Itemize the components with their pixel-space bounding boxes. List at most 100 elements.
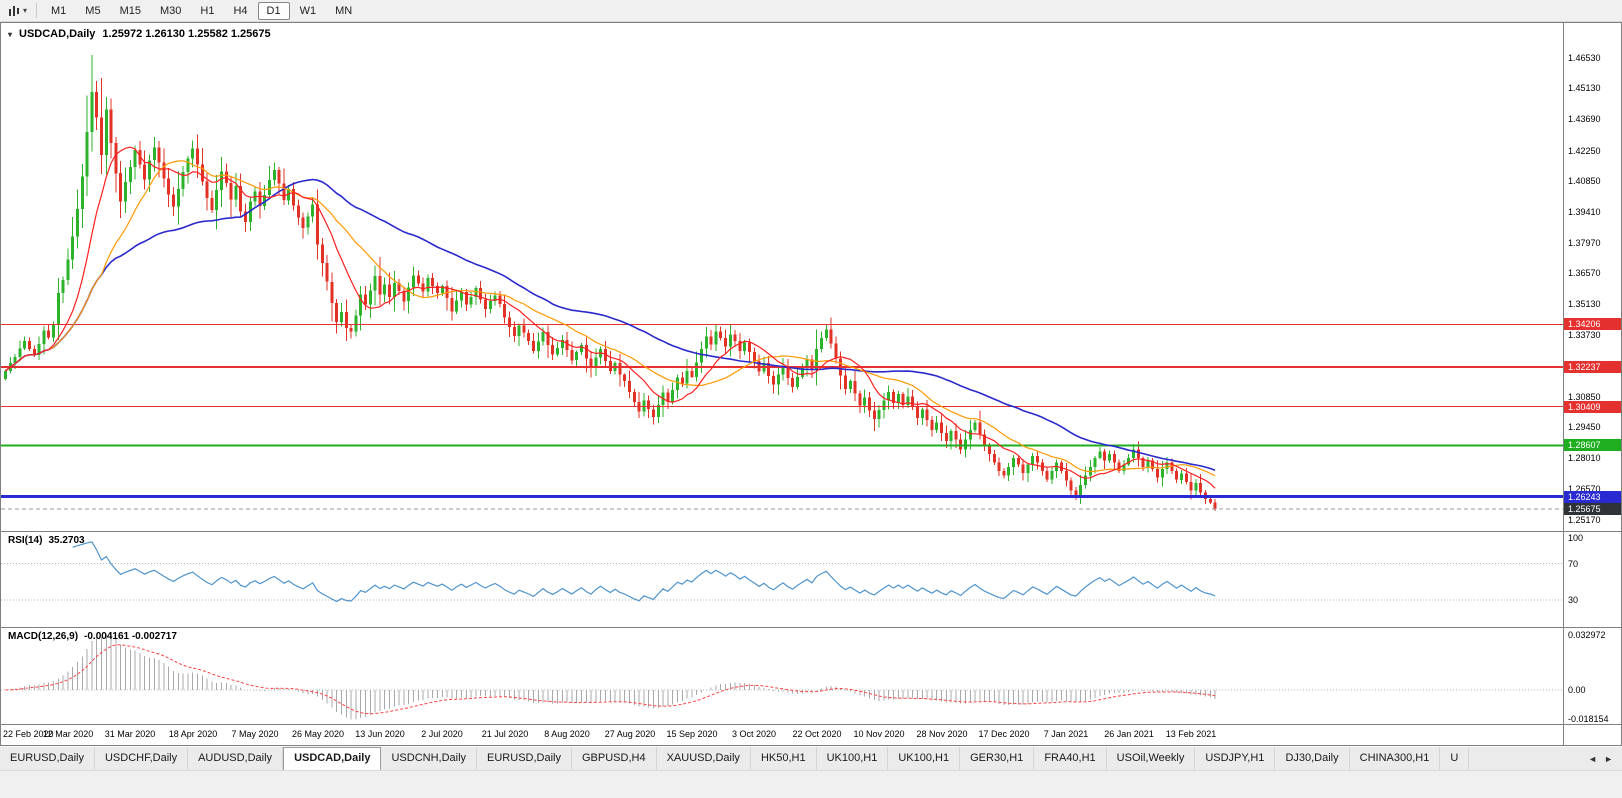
chart-tab[interactable]: UK100,H1 [888,747,961,770]
time-axis-label: 26 Jan 2021 [1104,729,1154,739]
time-axis-label: 26 May 2020 [291,729,345,739]
macd-scale[interactable]: 0.032972 0.00 -0.018154 [1564,628,1621,725]
chart-tab[interactable]: FRA40,H1 [1034,747,1107,770]
price-scale-label: 1.33730 [1568,330,1601,340]
chart-tab[interactable]: HK50,H1 [750,747,817,770]
chart-title: ▾ USDCAD,Daily 1.25972 1.26130 1.25582 1… [8,28,271,40]
chart-tab[interactable]: USOil,Weekly [1106,747,1196,770]
time-axis-label: 8 Aug 2020 [544,729,590,739]
chart-dropdown-icon: ▾ [8,30,13,39]
time-axis-label: 15 Sep 2020 [666,729,718,739]
chart-type-button[interactable]: ▾ [4,3,31,19]
chart-tab[interactable]: USDJPY,H1 [1195,747,1276,770]
chart-tab[interactable]: CHINA300,H1 [1349,747,1441,770]
macd-scale-label: 0.032972 [1568,630,1606,640]
time-axis-label: 27 Aug 2020 [604,729,656,739]
price-chart-canvas[interactable] [1,23,1563,531]
macd-chart-canvas[interactable] [1,628,1563,724]
scale-corner [1564,725,1621,745]
time-axis[interactable]: 22 Feb 2020 12 Mar 2020 31 Mar 2020 18 Apr … [1,725,1563,745]
tabs-scroll-left-icon[interactable]: ◄ [1588,753,1598,764]
price-scale-label: 1.40850 [1568,176,1601,186]
chart-tab[interactable]: DJ30,Daily [1275,747,1350,770]
chart-tab[interactable]: GBPUSD,H4 [572,747,657,770]
rsi-scale-label: 100 [1568,533,1584,543]
price-badge: 1.25675 [1564,503,1621,515]
macd-scale-label: -0.018154 [1568,714,1609,724]
price-scale-label: 1.36570 [1568,268,1601,278]
price-badge: 1.30409 [1564,401,1621,413]
time-axis-label: 17 Dec 2020 [978,729,1030,739]
time-axis-label: 13 Jun 2020 [355,729,405,739]
time-axis-label: 3 Oct 2020 [731,729,777,739]
price-scale-label: 1.30850 [1568,392,1601,402]
macd-scale-label: 0.00 [1568,685,1586,695]
time-axis-label: 28 Nov 2020 [916,729,968,739]
toolbar-separator [36,3,38,18]
price-scale-label: 1.35130 [1568,299,1601,309]
price-scale-label: 1.28010 [1568,453,1601,463]
price-scale-label: 1.37970 [1568,238,1601,248]
time-axis-label: 7 Jan 2021 [1043,729,1089,739]
chart-window: ▾ USDCAD,Daily 1.25972 1.26130 1.25582 1… [0,22,1622,746]
tabs-scroll-right-icon[interactable]: ► [1604,753,1613,764]
chart-tab[interactable]: EURUSD,Daily [0,747,95,770]
macd-pane[interactable]: MACD(12,26,9) -0.004161 -0.002717 [1,628,1563,725]
chart-tab[interactable]: USDCAD,Daily [283,747,382,770]
time-axis-label: 13 Feb 2021 [1165,729,1217,739]
chevron-down-icon: ▾ [23,5,28,15]
macd-values: -0.004161 -0.002717 [84,631,177,642]
chart-tab[interactable]: XAUUSD,Daily [656,747,751,770]
chart-tab[interactable]: USDCNH,Daily [381,747,478,770]
time-axis-label: 10 Nov 2020 [853,729,905,739]
price-scale[interactable]: 1.46530 1.45130 1.43690 1.42250 1.40850 1.394… [1564,23,1621,532]
price-scale-label: 1.43690 [1568,114,1601,124]
price-badge: 1.34206 [1564,318,1621,330]
price-scale-label: 1.26570 [1568,484,1601,494]
chart-tab[interactable]: USDCHF,Daily [94,747,189,770]
timeframe-button-h4[interactable]: H4 [233,4,248,17]
chart-tab[interactable]: EURUSD,Daily [477,747,572,770]
rsi-scale-label: 70 [1568,559,1579,569]
timeframe-button-mn[interactable]: MN [335,4,353,17]
price-pane[interactable]: ▾ USDCAD,Daily 1.25972 1.26130 1.25582 1… [1,23,1563,532]
status-strip [0,770,1622,798]
time-axis-label: 7 May 2020 [231,729,279,739]
time-axis-label: 12 Mar 2020 [42,729,94,739]
price-badge: 1.32237 [1564,361,1621,373]
timeframe-button-w1[interactable]: W1 [299,4,317,17]
chart-tab[interactable]: U [1440,747,1470,770]
timeframe-toolbar: ▾ M1 M5 M15 M30 H1 H4 D1 W1 MN [0,0,1622,22]
price-scale-label: 1.46530 [1568,53,1601,63]
price-scale-label: 1.42250 [1568,146,1601,156]
chart-tab[interactable]: GER30,H1 [960,747,1035,770]
timeframe-button-m1[interactable]: M1 [51,4,67,17]
timeframe-button-h1[interactable]: H1 [200,4,215,17]
macd-label: MACD(12,26,9) -0.004161 -0.002717 [8,631,177,642]
macd-name: MACD(12,26,9) [8,631,79,642]
price-badge: 1.28607 [1564,439,1621,451]
price-badge: 1.26243 [1564,491,1621,503]
candlestick-chart-icon [9,5,19,16]
time-axis-label: 21 Jul 2020 [481,729,529,739]
rsi-chart-canvas[interactable] [1,532,1563,627]
rsi-label: RSI(14) 35.2703 [8,535,85,546]
timeframe-buttons: M1 M5 M15 M30 H1 H4 D1 W1 MN [42,1,361,20]
rsi-value: 35.2703 [48,535,85,546]
chart-tabs: EURUSD,Daily USDCHF,Daily AUDUSD,Daily USDC… [0,747,1470,770]
timeframe-button-m30[interactable]: M30 [159,4,182,17]
rsi-scale-label: 30 [1568,595,1579,605]
timeframe-button-m15[interactable]: M15 [119,4,141,17]
chart-tab[interactable]: UK100,H1 [816,747,889,770]
timeframe-button-m5[interactable]: M5 [85,4,101,17]
rsi-pane[interactable]: RSI(14) 35.2703 [1,532,1563,628]
rsi-name: RSI(14) [8,535,43,546]
chart-tab[interactable]: AUDUSD,Daily [188,747,284,770]
price-scale-label: 1.45130 [1568,83,1601,93]
chart-symbol-label: USDCAD,Daily [19,28,96,40]
time-axis-label: 31 Mar 2020 [104,729,156,739]
chart-tabs-bar: EURUSD,Daily USDCHF,Daily AUDUSD,Daily USDC… [0,746,1622,770]
rsi-scale[interactable]: 100 70 30 [1564,532,1621,628]
timeframe-button-d1[interactable]: D1 [257,1,290,20]
